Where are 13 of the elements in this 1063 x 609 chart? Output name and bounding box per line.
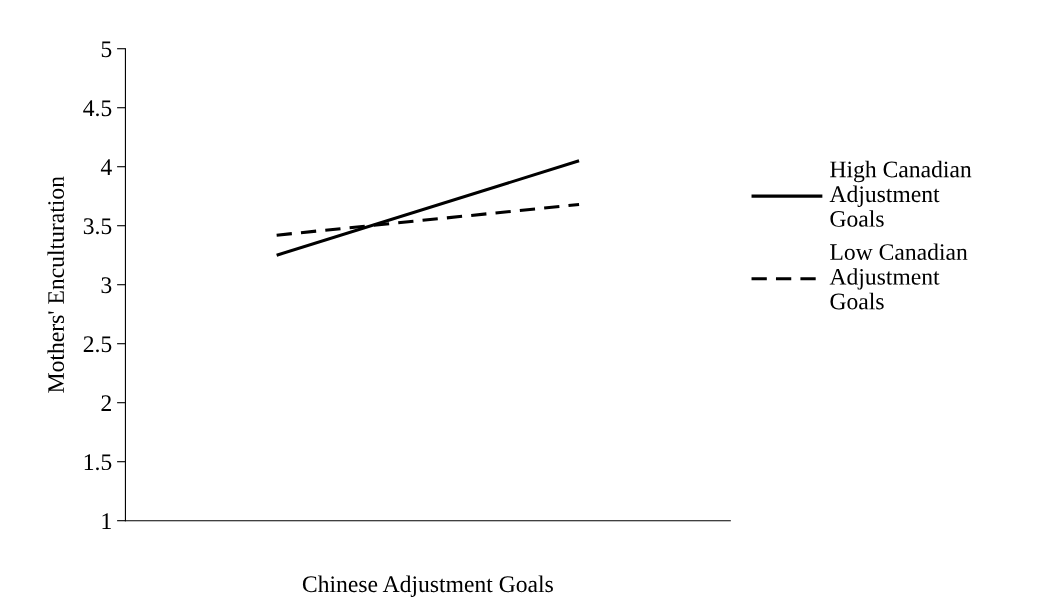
legend-label: High Canadian Adjustment Goals [829,160,972,227]
legend-label: Low Canadian Adjustment Goals [829,243,968,310]
y-tick-label: 3 [101,277,112,294]
y-tick-label: 4.5 [83,100,112,117]
y-axis-title: Mothers' Enculturation [47,176,65,393]
y-tick-label: 1.5 [84,454,112,471]
y-tick-label: 1 [102,513,111,529]
x-axis-title: Chinese Adjustment Goals [302,575,553,597]
y-tick-label: 4 [100,159,112,175]
y-tick-label: 3.5 [83,218,112,235]
y-tick-label: 2 [101,395,111,411]
y-tick-label: 5 [101,41,112,58]
y-tick-label: 2.5 [83,336,112,353]
